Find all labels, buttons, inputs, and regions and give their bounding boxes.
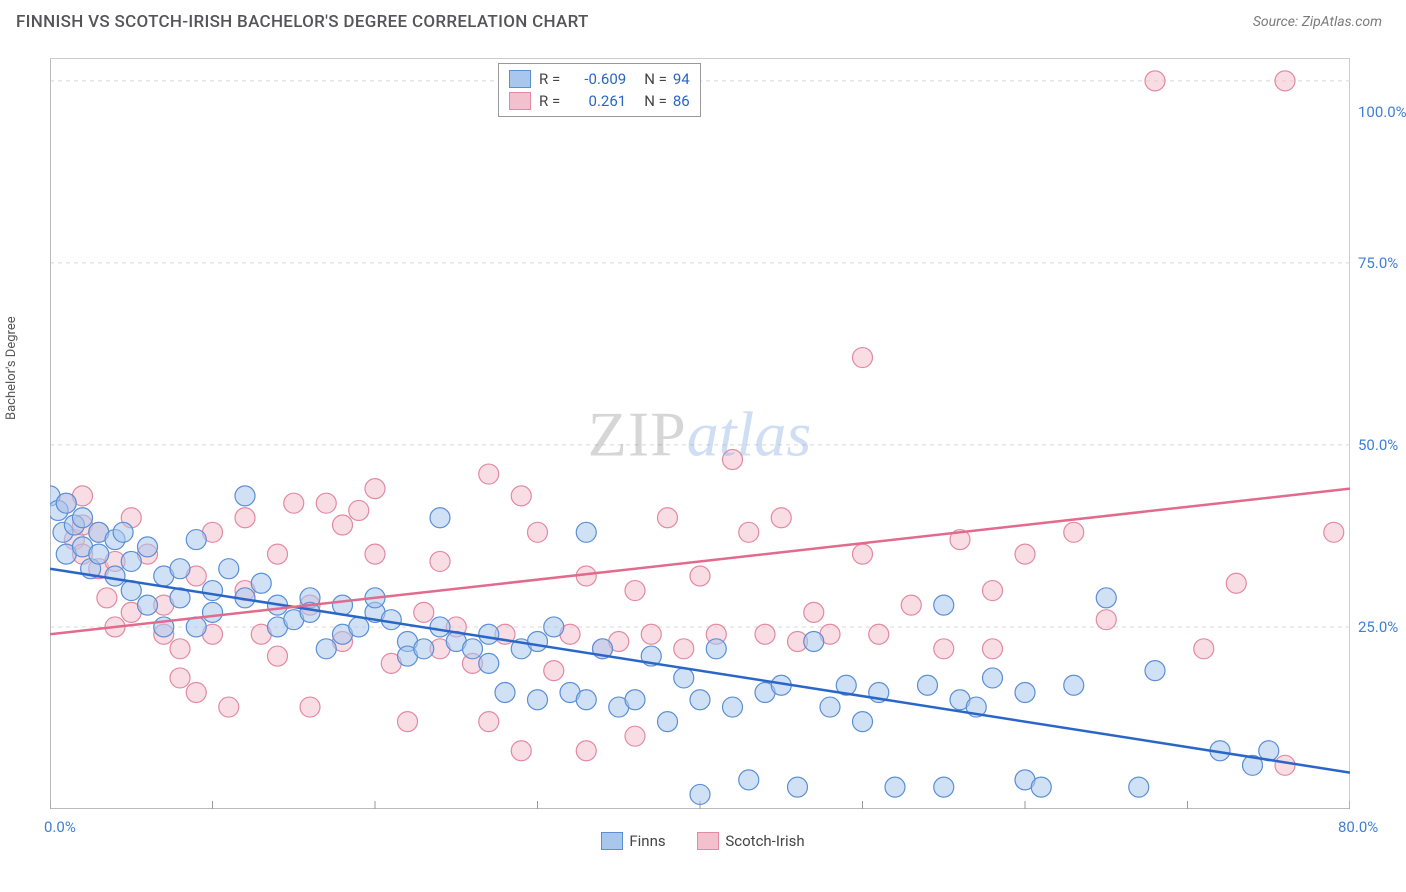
r-value-scotch-irish: 0.261 bbox=[566, 90, 626, 112]
correlation-legend: R = -0.609 N = 94 R = 0.261 N = 86 bbox=[498, 63, 701, 117]
legend-swatch-scotch-irish bbox=[509, 92, 531, 110]
legend-row-scotch-irish: R = 0.261 N = 86 bbox=[509, 90, 690, 112]
y-axis-label: Bachelor's Degree bbox=[4, 316, 19, 420]
legend-item-scotch-irish: Scotch-Irish bbox=[697, 832, 804, 850]
y-tick-100: 100.0% bbox=[1358, 103, 1406, 121]
y-tick-75: 75.0% bbox=[1358, 254, 1398, 272]
legend-swatch-finns bbox=[509, 70, 531, 88]
chart-header: FINNISH VS SCOTCH-IRISH BACHELOR'S DEGRE… bbox=[0, 0, 1406, 40]
r-label: R = bbox=[539, 90, 560, 112]
source-attribution: Source: ZipAtlas.com bbox=[1253, 14, 1382, 30]
n-value-finns: 94 bbox=[673, 68, 690, 90]
n-value-scotch-irish: 86 bbox=[673, 90, 690, 112]
chart-plot-area: ZIPatlas R = -0.609 N = 94 R = 0.261 N =… bbox=[50, 58, 1350, 808]
y-tick-25: 25.0% bbox=[1358, 618, 1398, 636]
legend-swatch-finns-icon bbox=[601, 832, 623, 850]
chart-title: FINNISH VS SCOTCH-IRISH BACHELOR'S DEGRE… bbox=[16, 12, 589, 32]
legend-swatch-scotch-irish-icon bbox=[697, 832, 719, 850]
series-legend: Finns Scotch-Irish bbox=[0, 832, 1406, 854]
y-tick-50: 50.0% bbox=[1358, 436, 1398, 454]
legend-item-finns: Finns bbox=[601, 832, 665, 850]
r-label: R = bbox=[539, 68, 560, 90]
n-label: N = bbox=[644, 68, 667, 90]
legend-label-scotch-irish: Scotch-Irish bbox=[725, 832, 804, 850]
r-value-finns: -0.609 bbox=[566, 68, 626, 90]
legend-row-finns: R = -0.609 N = 94 bbox=[509, 68, 690, 90]
n-label: N = bbox=[644, 90, 667, 112]
legend-label-finns: Finns bbox=[629, 832, 665, 850]
scatter-plot-svg bbox=[50, 59, 1350, 809]
